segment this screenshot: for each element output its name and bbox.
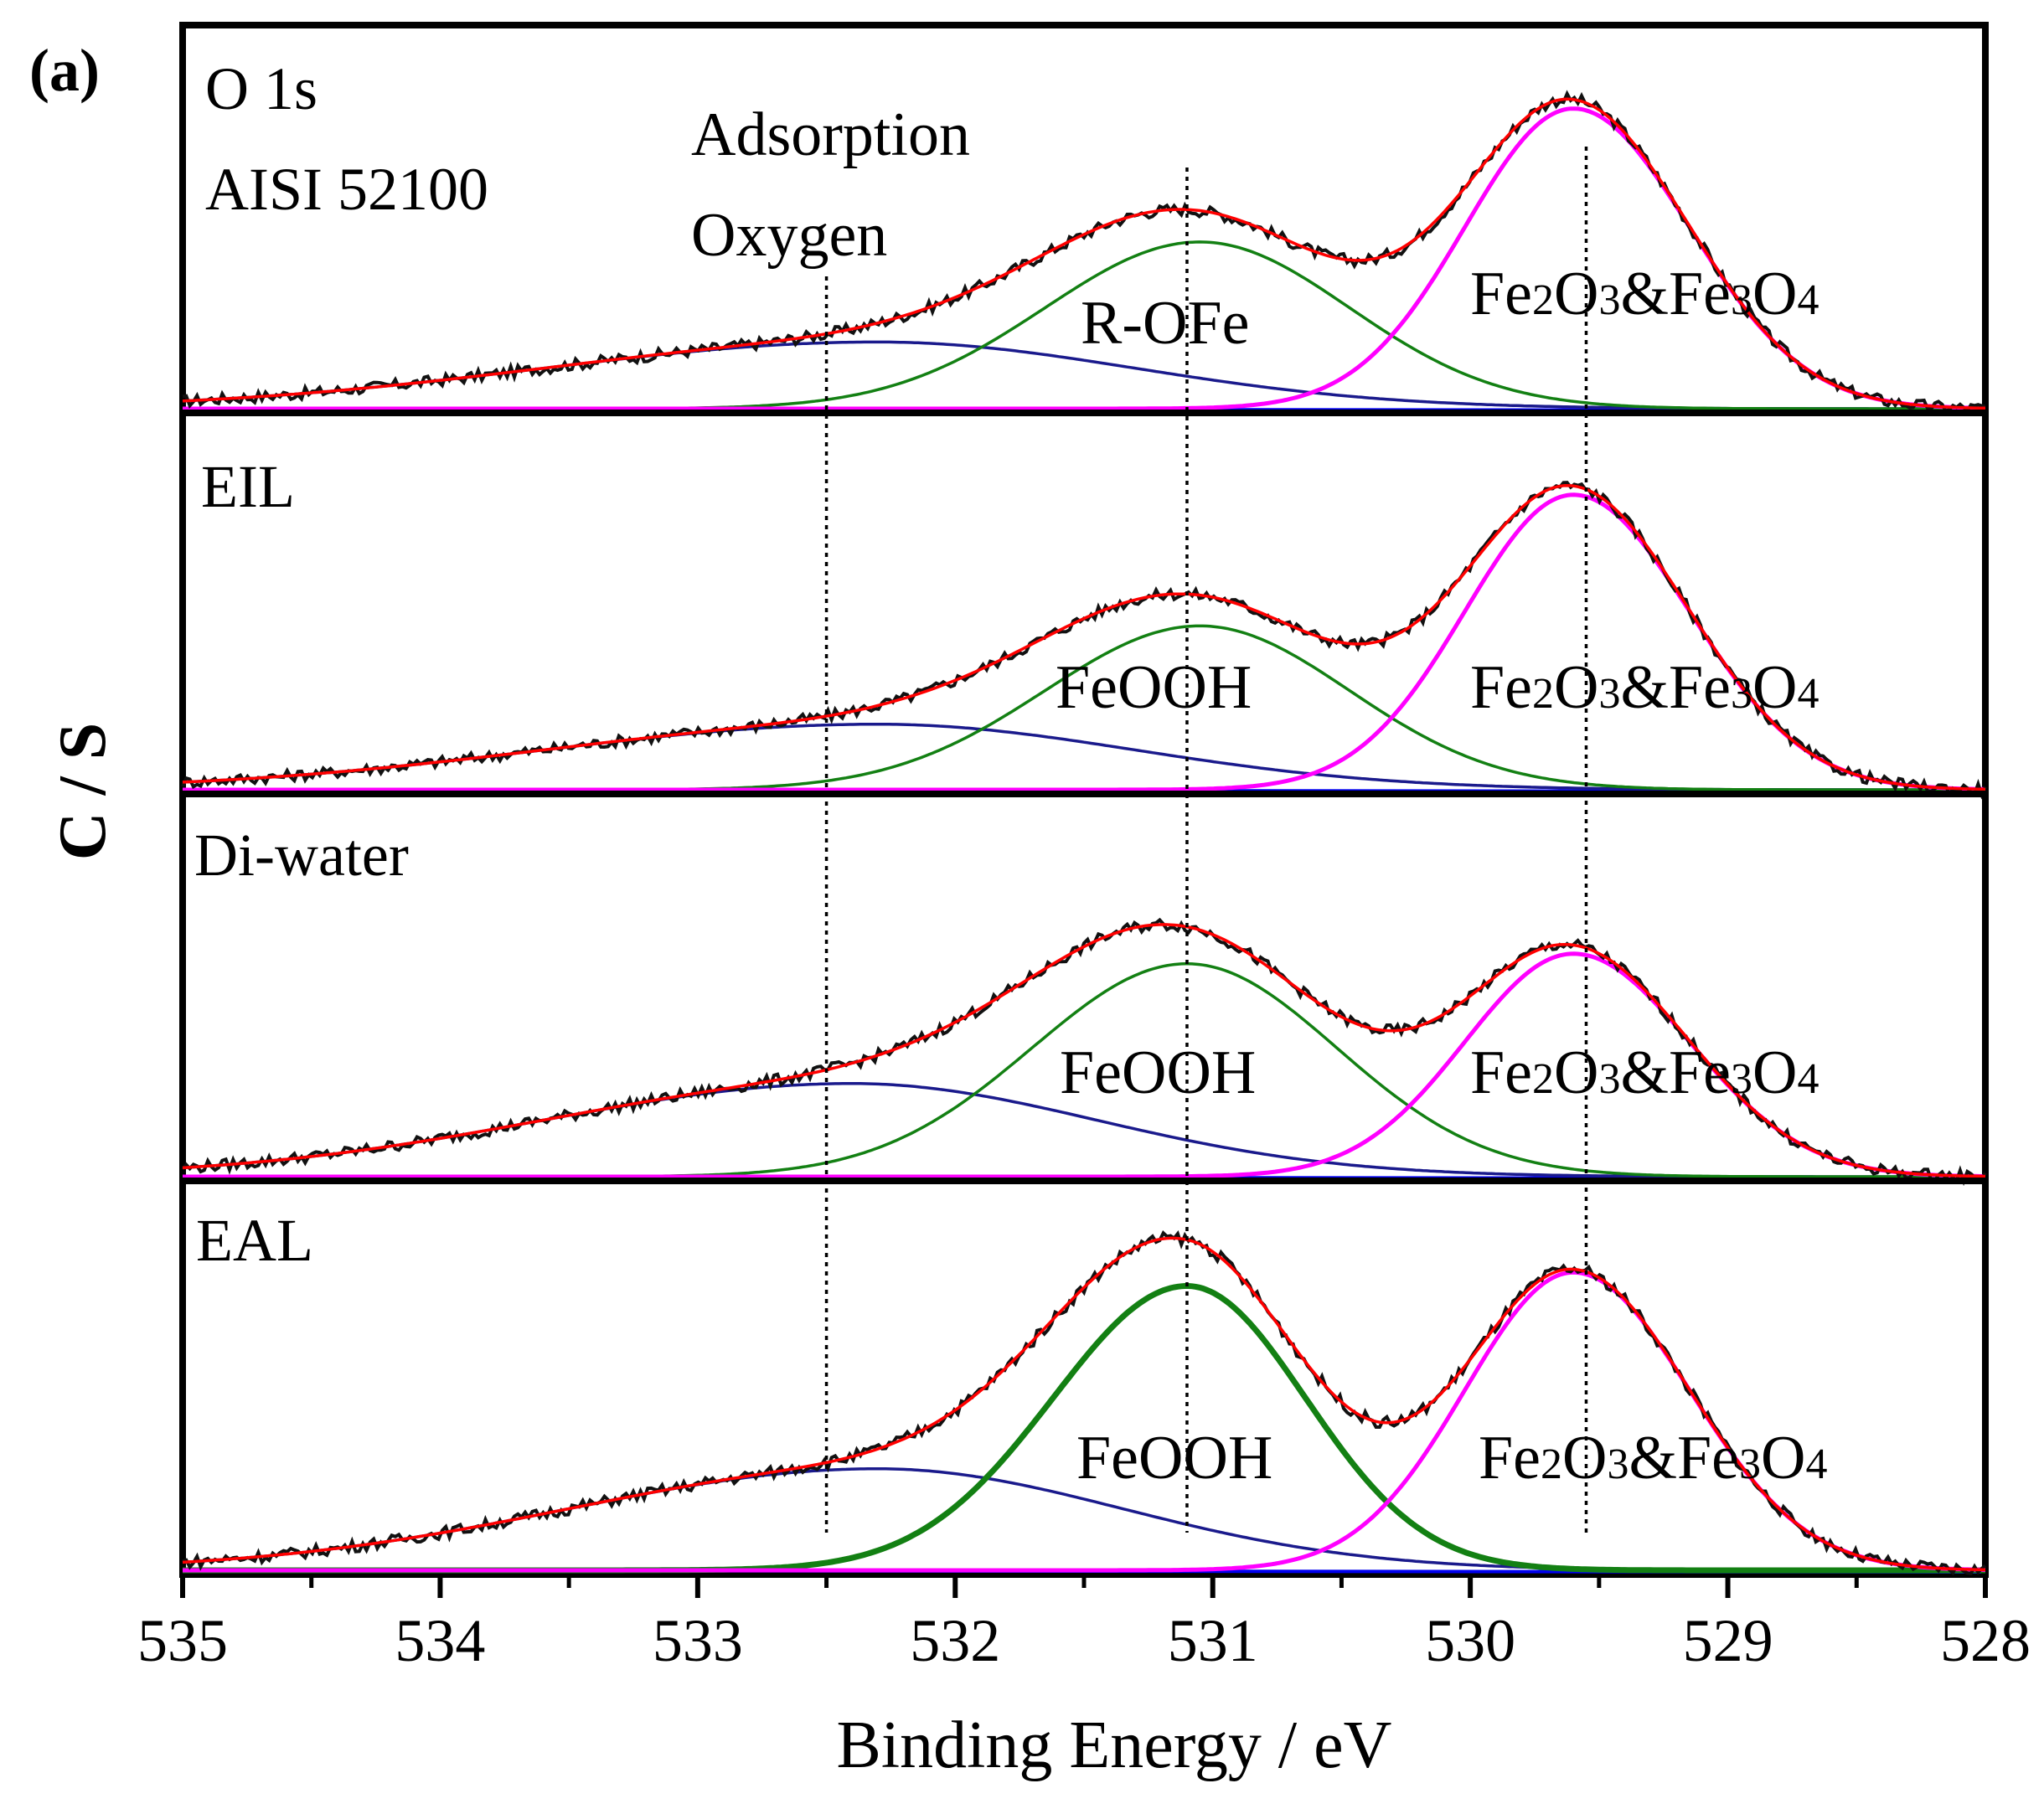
oxide-peak-label: Fe2O3&Fe3O4: [1470, 1038, 1819, 1107]
panel-di-water: Di-water FeOOH Fe2O3&Fe3O4: [179, 791, 1989, 1187]
panel-frame: [179, 410, 1989, 797]
x-tick-label: 528: [1940, 1607, 2031, 1674]
x-tick-label: 533: [653, 1607, 743, 1674]
middle-peak-label: FeOOH: [1056, 653, 1252, 722]
envelope-curve: [182, 97, 1985, 410]
oxide-peak-label: Fe2O3&Fe3O4: [1470, 653, 1819, 722]
oxide-component: [183, 492, 1986, 792]
panel-title: O 1s: [205, 55, 317, 122]
panel-title: Di-water: [194, 822, 409, 889]
adsorption-label: Adsorption: [691, 100, 970, 169]
oxygen-label: Oxygen: [691, 201, 887, 270]
envelope-curve: [182, 483, 1986, 791]
measured-curve: [182, 1229, 1987, 1576]
panel-eal: EAL FeOOH Fe2O3&Fe3O4: [179, 1178, 1989, 1578]
measured-curve: [182, 90, 1986, 414]
panel-o-1s-aisi-52100: O 1s AISI 52100 Adsorption Oxygen R-OFe Fe2O3…: [179, 22, 1989, 416]
y-axis-title: C / S: [46, 723, 120, 861]
x-tick-label: 530: [1425, 1607, 1515, 1674]
oxide-peak-label: Fe2O3&Fe3O4: [1470, 260, 1819, 328]
envelope-curve: [182, 923, 1985, 1178]
oxide-component: [183, 1270, 1986, 1573]
panel-title: EAL: [196, 1207, 313, 1274]
panels-layer: O 1s AISI 52100 Adsorption Oxygen R-OFe Fe2O3…: [179, 22, 1989, 1578]
measured-curve: [181, 481, 1987, 800]
adsorption-oxygen-component: [182, 722, 1985, 791]
x-tick-label: 534: [395, 1607, 485, 1674]
x-tick-label: 531: [1168, 1607, 1258, 1674]
x-tick-label: 529: [1683, 1607, 1773, 1674]
panel-title: EIL: [201, 453, 295, 520]
figure-label: (a): [29, 37, 100, 104]
x-axis-title: Binding Energy / eV: [837, 1708, 1392, 1782]
x-tick-label: 532: [910, 1607, 1000, 1674]
middle-peak-label: FeOOH: [1076, 1424, 1272, 1492]
panel-title: AISI 52100: [205, 156, 488, 223]
panel-eil: EIL FeOOH Fe2O3&Fe3O4: [179, 410, 1989, 800]
panel-frame: [179, 791, 1989, 1184]
envelope-curve: [182, 1236, 1986, 1572]
x-tick-label: 535: [137, 1607, 228, 1674]
middle-peak-label: R-OFe: [1081, 289, 1249, 358]
oxide-component: [183, 106, 1986, 411]
middle-peak-label: FeOOH: [1060, 1038, 1256, 1107]
x-axis-ticks: 535 534 533 532 531 530 529 528: [137, 1574, 2031, 1674]
panel-frame: [179, 1178, 1989, 1578]
oxide-peak-label: Fe2O3&Fe3O4: [1479, 1424, 1827, 1492]
